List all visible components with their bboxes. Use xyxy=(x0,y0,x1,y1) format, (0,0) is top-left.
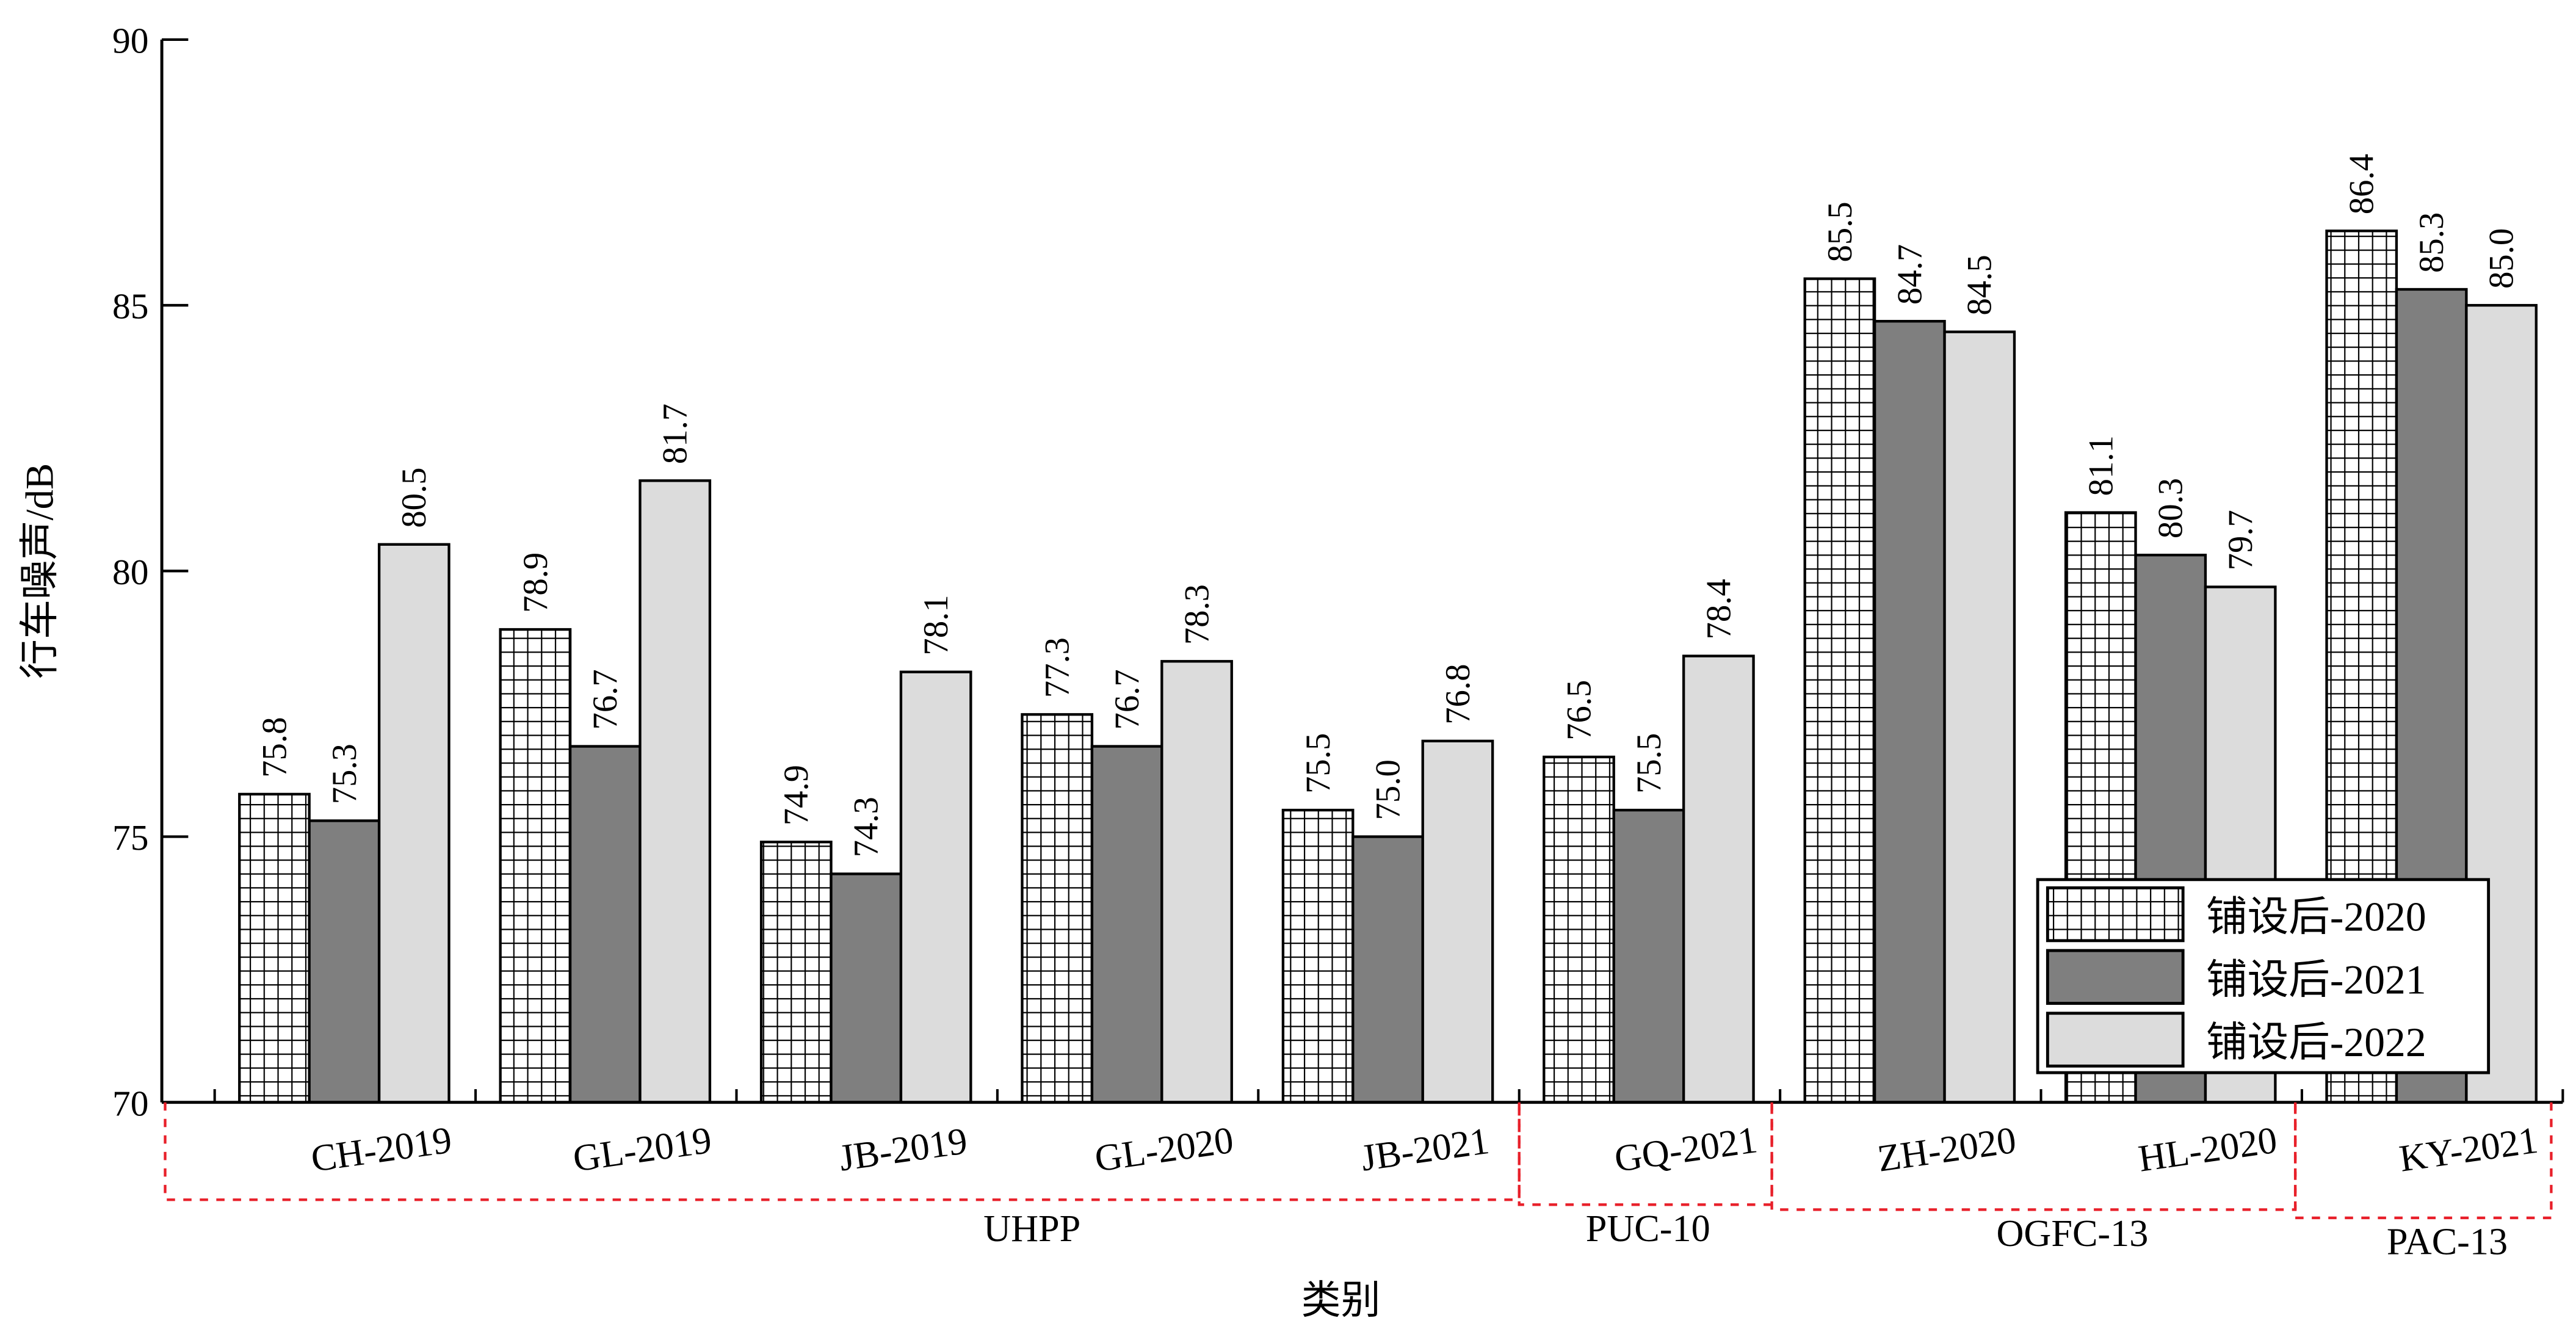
bar xyxy=(568,745,642,1104)
x-tick-label: JB-2021 xyxy=(1358,1120,1491,1179)
y-tick-label: 75 xyxy=(112,817,149,858)
data-label: 81.1 xyxy=(2082,435,2120,496)
data-label: 78.4 xyxy=(1699,579,1738,639)
bar xyxy=(1612,808,1685,1104)
group-label: PUC-10 xyxy=(1586,1208,1710,1250)
data-label: 75.5 xyxy=(1630,733,1668,794)
plot-area: 75.8 75.3 80.5 CH-2019 78.9 76.7 81.7 GL-2019 74… xyxy=(112,21,2564,1262)
data-label: 85.5 xyxy=(1821,201,1859,262)
bar xyxy=(308,819,381,1104)
x-tick-label: KY-2021 xyxy=(2397,1120,2540,1180)
legend: 铺设后-2020 铺设后-2021 铺设后-2022 xyxy=(2036,878,2491,1074)
data-label: 85.0 xyxy=(2483,228,2521,289)
data-label: 84.5 xyxy=(1961,255,1999,315)
data-label: 75.0 xyxy=(1369,759,1407,820)
legend-swatch xyxy=(2046,949,2185,1005)
group-label: UHPP xyxy=(983,1208,1080,1250)
bar xyxy=(1351,835,1424,1104)
data-label: 84.7 xyxy=(1890,244,1929,305)
bar xyxy=(1021,713,1094,1104)
group-box xyxy=(2293,1102,2553,1220)
legend-swatch xyxy=(2046,886,2185,943)
x-tick-label: CH-2019 xyxy=(308,1119,454,1180)
bar xyxy=(1281,808,1355,1104)
data-label: 75.3 xyxy=(325,744,364,804)
group-label: OGFC-13 xyxy=(1997,1213,2149,1255)
x-tick-label: JB-2019 xyxy=(836,1120,969,1179)
x-tick-label: ZH-2020 xyxy=(1875,1120,2019,1180)
bar xyxy=(1803,277,1876,1104)
data-label: 78.9 xyxy=(516,552,555,613)
bar xyxy=(499,628,572,1104)
y-tick-label: 80 xyxy=(112,552,149,592)
bar xyxy=(759,841,833,1104)
data-label: 80.3 xyxy=(2152,478,2190,538)
x-tick-label: HL-2020 xyxy=(2136,1120,2279,1180)
bar xyxy=(1543,755,1615,1104)
bar xyxy=(377,543,450,1104)
group-label: PAC-13 xyxy=(2387,1221,2508,1262)
data-label: 76.7 xyxy=(586,669,624,730)
y-tick-label: 90 xyxy=(112,21,149,61)
bar xyxy=(238,792,311,1104)
bar xyxy=(1090,745,1163,1104)
data-label: 78.3 xyxy=(1178,584,1216,645)
data-label: 81.7 xyxy=(656,404,695,464)
data-label: 75.8 xyxy=(255,717,294,778)
data-label: 75.5 xyxy=(1299,733,1337,794)
bar xyxy=(899,670,972,1104)
data-label: 76.5 xyxy=(1560,680,1598,741)
bar xyxy=(1943,330,2016,1104)
data-label: 86.4 xyxy=(2343,154,2381,214)
y-axis-label: 行车噪声/dB xyxy=(18,463,62,679)
data-label: 74.9 xyxy=(777,765,816,825)
legend-label: 铺设后-2022 xyxy=(2206,1019,2426,1065)
x-tick-label: GQ-2021 xyxy=(1612,1119,1760,1180)
legend-label: 铺设后-2020 xyxy=(2206,894,2426,940)
data-label: 76.7 xyxy=(1108,669,1146,730)
legend-label: 铺设后-2021 xyxy=(2206,957,2426,1002)
y-tick-label: 70 xyxy=(112,1083,149,1123)
data-label: 74.3 xyxy=(847,797,886,857)
bar xyxy=(639,479,712,1104)
group-box xyxy=(1518,1102,1773,1206)
bar xyxy=(1160,660,1233,1104)
data-label: 76.8 xyxy=(1439,664,1477,725)
data-label: 78.1 xyxy=(917,595,955,655)
data-label: 79.7 xyxy=(2221,510,2260,570)
x-axis-label: 类别 xyxy=(1301,1279,1381,1323)
x-tick-label: GL-2020 xyxy=(1092,1120,1236,1180)
x-tick-label: GL-2019 xyxy=(571,1120,714,1180)
bar xyxy=(1873,320,1946,1104)
data-label: 77.3 xyxy=(1038,637,1077,698)
bar xyxy=(830,872,903,1104)
bar xyxy=(1682,654,1755,1104)
legend-swatch xyxy=(2046,1012,2185,1068)
y-tick-label: 85 xyxy=(112,286,149,327)
bar xyxy=(1421,739,1494,1104)
data-label: 80.5 xyxy=(395,467,433,527)
data-label: 85.3 xyxy=(2412,212,2451,273)
